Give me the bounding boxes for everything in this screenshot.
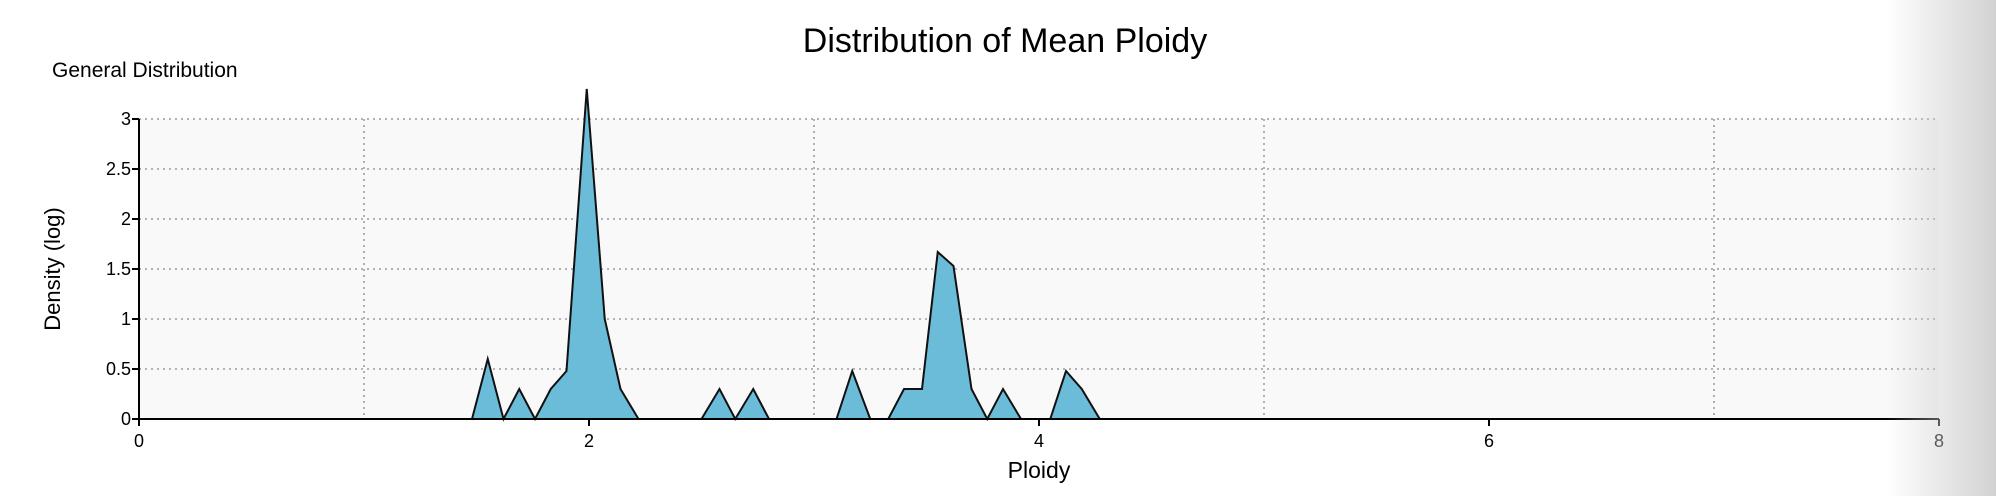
y-axis-label: Density (log) <box>40 207 65 330</box>
y-tick-label: 2.5 <box>106 159 131 179</box>
x-tick-label: 4 <box>1034 431 1044 451</box>
y-tick-label: 1 <box>121 309 131 329</box>
chart-title: Distribution of Mean Ploidy <box>803 22 1207 60</box>
axes: 0 0.5 1 1.5 2 2.5 3 0 2 4 6 8 <box>106 109 1944 451</box>
y-tick-label: 0.5 <box>106 359 131 379</box>
y-tick-label: 3 <box>121 109 131 129</box>
x-tick-label: 0 <box>134 431 144 451</box>
x-tick-label: 2 <box>584 431 594 451</box>
chart-subtitle: General Distribution <box>52 59 238 82</box>
x-tick-label: 6 <box>1484 431 1494 451</box>
y-tick-label: 1.5 <box>106 259 131 279</box>
x-axis-label: Ploidy <box>1008 457 1071 483</box>
y-tick-label: 0 <box>121 409 131 429</box>
x-tick-label: 8 <box>1934 431 1944 451</box>
y-tick-label: 2 <box>121 209 131 229</box>
